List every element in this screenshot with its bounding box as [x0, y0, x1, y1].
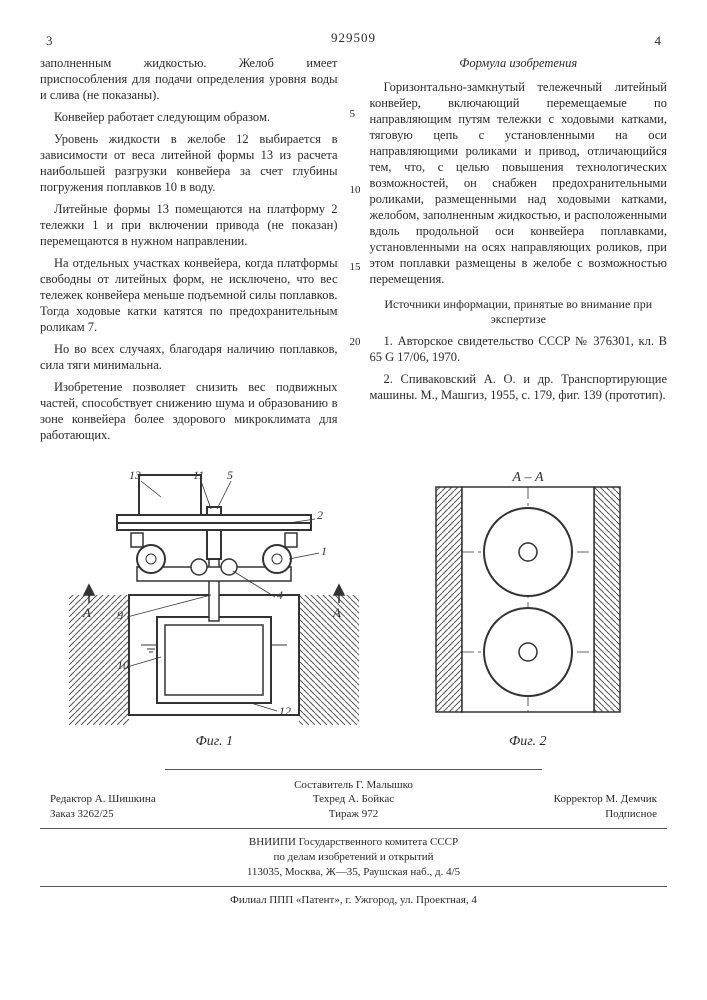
- left-p5: На отдельных участках конвейера, когда п…: [40, 255, 338, 335]
- separator-top: [165, 769, 541, 770]
- left-p6: Но во всех случаях, благодаря наличию по…: [40, 341, 338, 373]
- svg-text:11: 11: [193, 468, 204, 482]
- fig1-caption: Фиг. 1: [69, 733, 359, 751]
- fig2-caption: Фиг. 2: [418, 733, 638, 751]
- footer-line-4: Филиал ППП «Патент», г. Ужгород, ул. Про…: [40, 893, 667, 908]
- svg-text:5: 5: [227, 468, 233, 482]
- credits-compiler: Составитель Г. Малышко: [40, 778, 667, 793]
- credits-editor: Редактор А. Шишкина: [50, 792, 252, 807]
- page-number-right: 4: [655, 33, 662, 50]
- svg-text:4: 4: [277, 588, 283, 602]
- credits-tirage: Тираж 972: [252, 807, 454, 822]
- page-number-left: 3: [46, 33, 53, 50]
- line-marker-5: 5: [350, 107, 356, 121]
- svg-text:2: 2: [317, 508, 323, 522]
- section-a-left: А: [82, 605, 91, 620]
- svg-text:12: 12: [279, 704, 291, 718]
- left-p1: заполненным жидкостью. Желоб имеет присп…: [40, 55, 338, 103]
- figure-1-svg: А А 13 11 5 2 1 9 10 4 12: [69, 467, 359, 727]
- credits-subscription: Подписное: [455, 807, 657, 822]
- line-marker-15: 15: [350, 260, 361, 274]
- line-marker-10: 10: [350, 183, 361, 197]
- credits-block: Составитель Г. Малышко Редактор А. Шишки…: [40, 778, 667, 823]
- formula-heading: Формула изобретения: [370, 55, 668, 71]
- section-a-right: А: [332, 605, 341, 620]
- svg-text:13: 13: [129, 468, 141, 482]
- line-marker-20: 20: [350, 335, 361, 349]
- patent-number: 929509: [40, 30, 667, 47]
- column-right: 4 Формула изобретения Горизонтально-замк…: [364, 55, 668, 449]
- separator-bottom: [40, 886, 667, 887]
- footer-block: ВНИИПИ Государственного комитета СССР по…: [40, 835, 667, 907]
- figure-2: А – А Фиг. 2: [418, 467, 638, 751]
- credits-order: Заказ 3262/25: [50, 807, 252, 822]
- figure-2-svg: А – А: [418, 467, 638, 727]
- figures-row: А А 13 11 5 2 1 9 10 4 12: [40, 467, 667, 751]
- credits-techred: Техред А. Бойкас: [252, 792, 454, 807]
- source-1: 1. Авторское свидетельство СССР № 376301…: [370, 333, 668, 365]
- right-p1: Горизонтально-замкнутый тележечный литей…: [370, 79, 668, 287]
- left-p4: Литейные формы 13 помещаются на платформ…: [40, 201, 338, 249]
- footer-line-2: по делам изобретений и открытий: [40, 850, 667, 865]
- left-p2: Конвейер работает следующим образом.: [40, 109, 338, 125]
- left-p7: Изобретение позволяет снизить вес подвиж…: [40, 379, 338, 443]
- svg-text:10: 10: [117, 658, 129, 672]
- text-columns: 3 заполненным жидкостью. Желоб имеет при…: [40, 55, 667, 449]
- svg-text:9: 9: [117, 608, 123, 622]
- footer-line-1: ВНИИПИ Государственного комитета СССР: [40, 835, 667, 850]
- svg-text:1: 1: [321, 544, 327, 558]
- left-p3: Уровень жидкости в желобе 12 выбирается …: [40, 131, 338, 195]
- column-left: 3 заполненным жидкостью. Желоб имеет при…: [40, 55, 344, 449]
- credits-row-1: Редактор А. Шишкина Техред А. Бойкас Кор…: [40, 792, 667, 807]
- separator-mid: [40, 828, 667, 829]
- footer-line-3: 113035, Москва, Ж—35, Раушская наб., д. …: [40, 865, 667, 880]
- credits-corrector: Корректор М. Демчик: [455, 792, 657, 807]
- figure-1: А А 13 11 5 2 1 9 10 4 12: [69, 467, 359, 751]
- sources-heading: Источники информации, принятые во вниман…: [370, 297, 668, 328]
- credits-row-2: Заказ 3262/25 Тираж 972 Подписное: [40, 807, 667, 822]
- fig2-title: А – А: [511, 470, 544, 485]
- source-2: 2. Спиваковский А. О. и др. Транспортиру…: [370, 371, 668, 403]
